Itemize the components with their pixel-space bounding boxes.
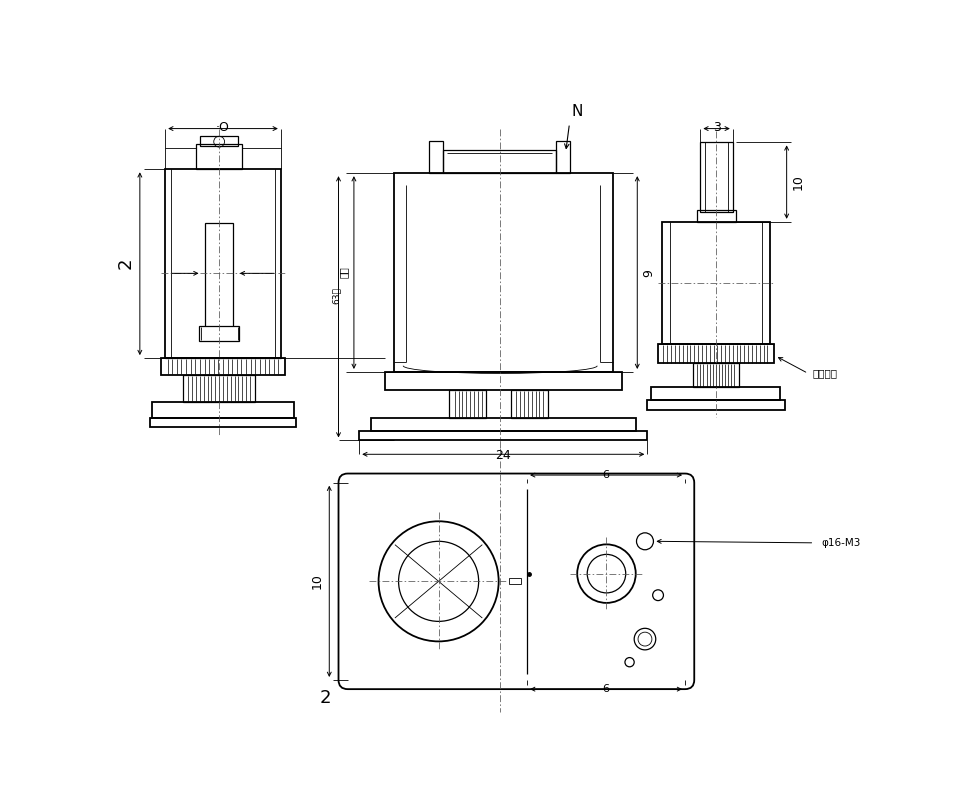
- Bar: [205, 223, 233, 327]
- Bar: [385, 372, 622, 391]
- Text: 2: 2: [320, 689, 332, 707]
- Bar: [662, 221, 769, 344]
- Text: 6: 6: [602, 471, 609, 480]
- Bar: [651, 387, 781, 400]
- Text: 24: 24: [495, 449, 511, 462]
- Text: 6: 6: [602, 684, 609, 694]
- Text: φ16-M3: φ16-M3: [821, 538, 861, 548]
- Bar: [647, 400, 785, 410]
- Bar: [658, 344, 773, 363]
- Bar: [183, 375, 255, 402]
- Bar: [449, 391, 487, 418]
- Bar: [555, 141, 570, 173]
- Bar: [443, 150, 555, 173]
- Text: 齿轮层数: 齿轮层数: [812, 368, 837, 379]
- Bar: [701, 143, 733, 212]
- Bar: [394, 173, 613, 372]
- Bar: [693, 363, 739, 387]
- Bar: [196, 144, 242, 169]
- Bar: [152, 402, 294, 418]
- Text: 63高: 63高: [332, 287, 341, 304]
- Text: ·O: ·O: [216, 121, 230, 134]
- Bar: [371, 418, 635, 431]
- Bar: [429, 141, 443, 173]
- Bar: [149, 418, 296, 427]
- Text: 3: 3: [712, 121, 720, 134]
- Bar: [161, 358, 284, 375]
- Bar: [200, 136, 238, 146]
- Bar: [697, 210, 736, 221]
- Bar: [165, 169, 281, 358]
- Text: N: N: [572, 104, 583, 119]
- Bar: [511, 391, 548, 418]
- Bar: [200, 326, 239, 341]
- Text: 高口: 高口: [338, 267, 349, 278]
- Text: 10: 10: [792, 174, 805, 190]
- Bar: [360, 431, 647, 440]
- Text: 2: 2: [117, 258, 134, 269]
- Text: 9: 9: [643, 269, 656, 277]
- Text: 10: 10: [310, 573, 324, 589]
- Bar: [509, 578, 521, 585]
